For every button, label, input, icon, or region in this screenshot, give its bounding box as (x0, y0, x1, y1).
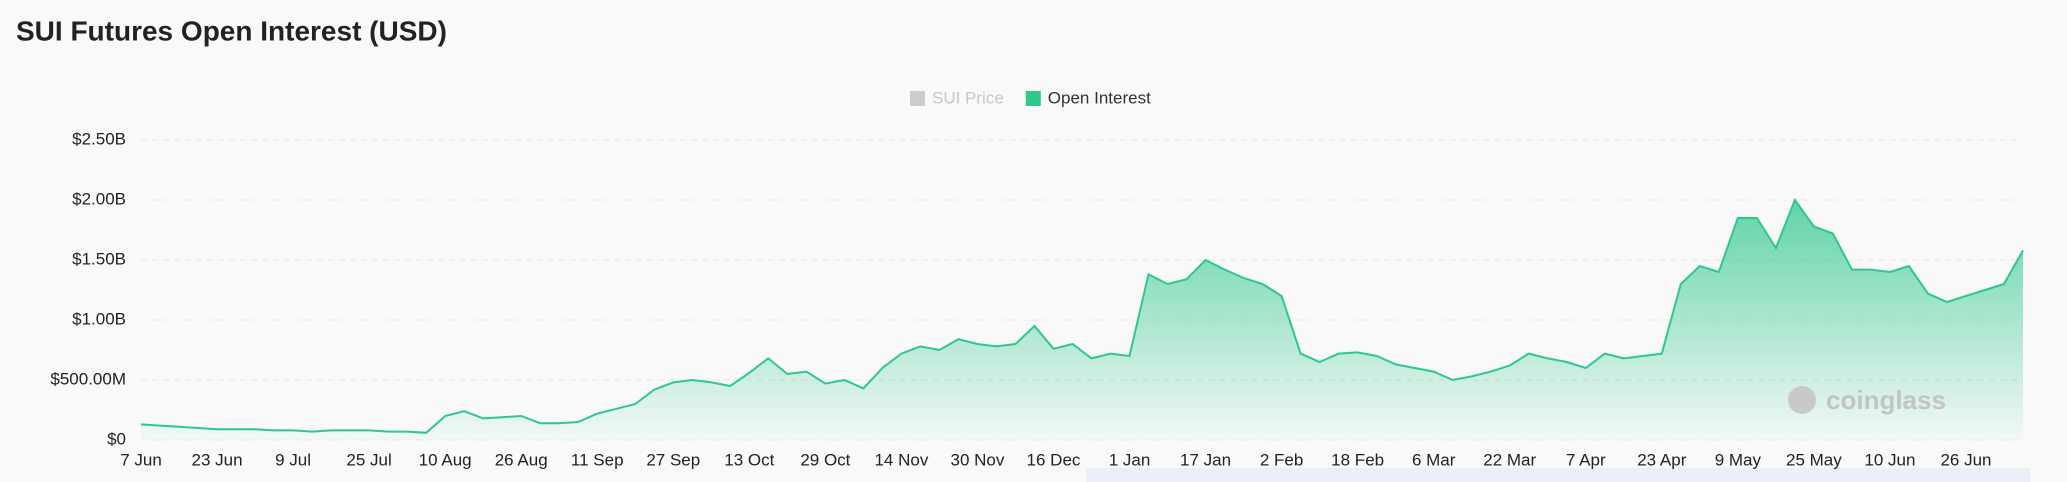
x-tick-label: 7 Apr (1566, 450, 1606, 469)
x-tick-label: 26 Jun (1940, 450, 1991, 469)
watermark: coinglass (1788, 385, 1946, 415)
legend-swatch (910, 91, 925, 106)
area (141, 200, 2023, 440)
legend-swatch (1025, 91, 1041, 106)
watermark-text: coinglass (1826, 385, 1946, 415)
x-tick-label: 30 Nov (951, 450, 1005, 469)
x-tick-label: 22 Mar (1483, 450, 1536, 469)
y-tick-label: $2.00B (72, 189, 126, 208)
x-tick-label: 13 Oct (724, 450, 774, 469)
chart-title: SUI Futures Open Interest (USD) (16, 15, 447, 46)
legend-label: Open Interest (1048, 88, 1151, 107)
line (140, 197, 2024, 434)
x-tick-label: 11 Sep (571, 450, 624, 469)
x-tick-label: 29 Oct (800, 450, 850, 469)
x-tick-label: 10 Aug (419, 450, 472, 469)
y-tick-label: $0 (107, 429, 126, 448)
x-tick-label: 25 May (1786, 450, 1842, 469)
y-tick-label: $1.50B (72, 249, 126, 268)
x-tick-label: 9 May (1715, 450, 1762, 469)
x-tick-label: 17 Jan (1180, 450, 1231, 469)
x-tick-label: 23 Jun (192, 450, 243, 469)
x-tick-label: 10 Jun (1864, 450, 1915, 469)
x-tick-label: 7 Jun (120, 450, 162, 469)
x-tick-label: 23 Apr (1637, 450, 1686, 469)
x-tick-label: 14 Nov (874, 450, 928, 469)
x-tick-label: 26 Aug (495, 450, 548, 469)
legend-label: SUI Price (932, 88, 1004, 107)
y-tick-label: $2.50B (72, 129, 126, 148)
x-tick-label: 2 Feb (1260, 450, 1303, 469)
x-tick-label: 16 Dec (1027, 450, 1081, 469)
x-tick-label: 27 Sep (646, 450, 700, 469)
x-tick-label: 1 Jan (1109, 450, 1151, 469)
y-tick-label: $1.00B (72, 309, 126, 328)
x-tick-label: 18 Feb (1331, 450, 1384, 469)
x-tick-label: 25 Jul (346, 450, 391, 469)
y-tick-label: $500.00M (50, 369, 126, 388)
x-tick-label: 6 Mar (1412, 450, 1456, 469)
range-slider (1086, 468, 2030, 482)
x-tick-label: 9 Jul (275, 450, 311, 469)
watermark-icon (1788, 386, 1816, 414)
